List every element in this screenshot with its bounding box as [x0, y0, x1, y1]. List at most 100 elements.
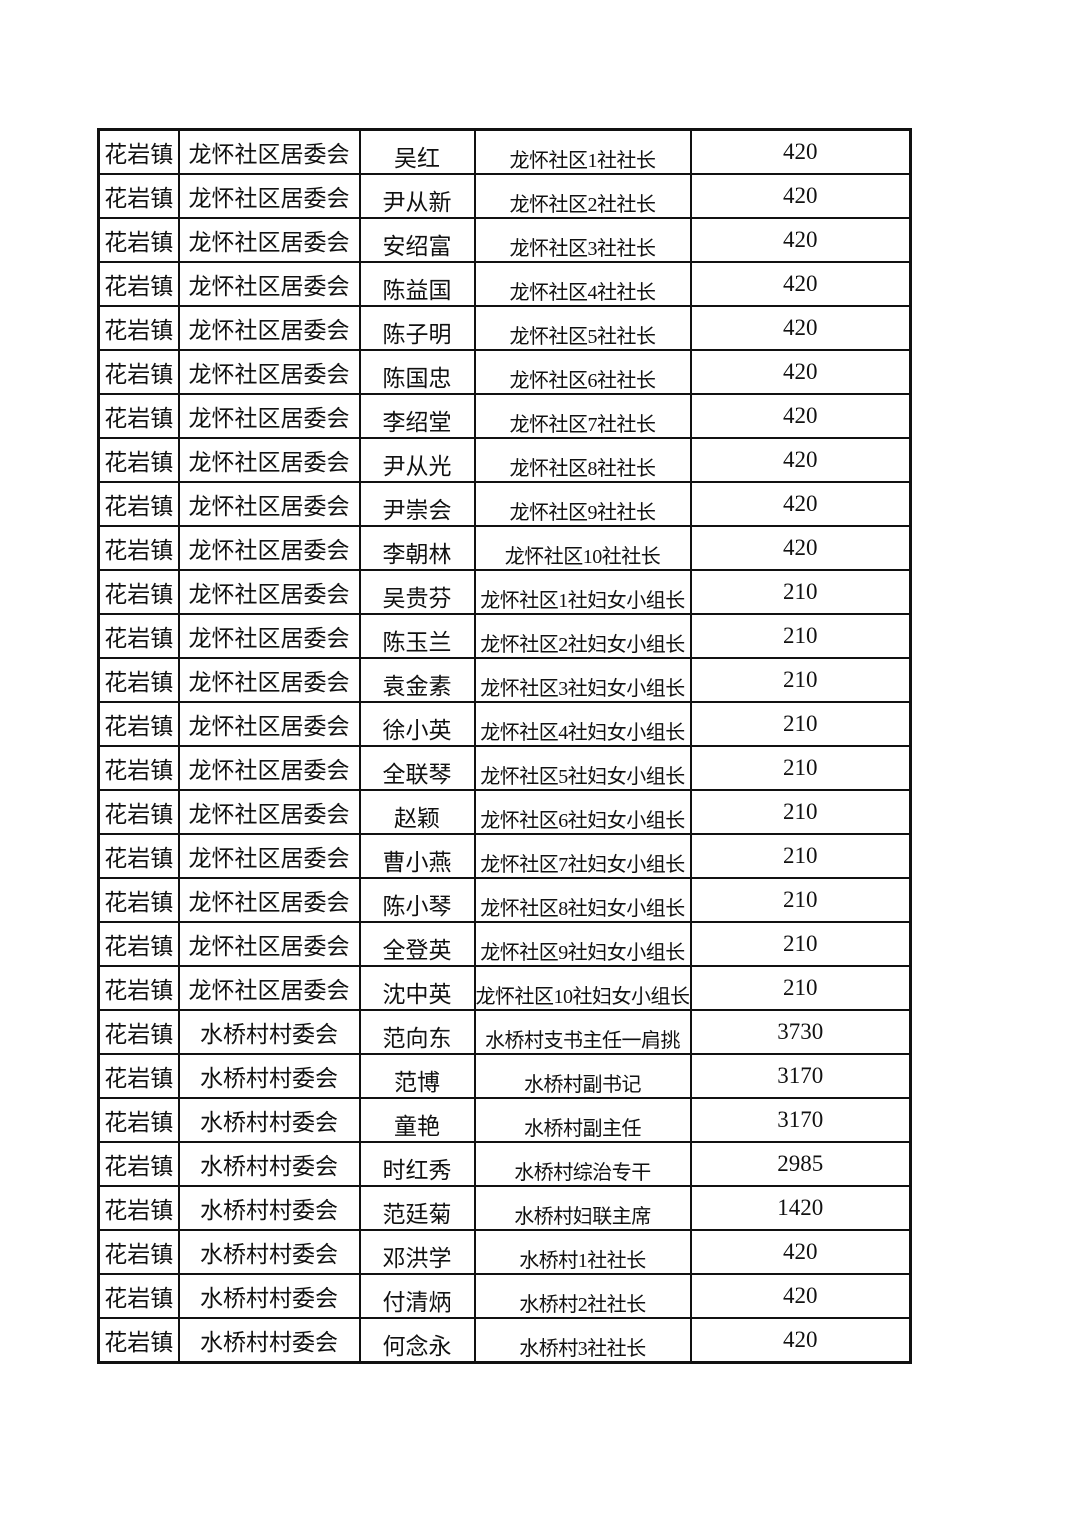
cell-amount: 420: [689, 393, 912, 439]
cell-organization: 水桥村村委会: [177, 1229, 361, 1275]
cell-town: 花岩镇: [97, 305, 180, 351]
cell-organization: 水桥村村委会: [177, 1009, 361, 1055]
cell-amount: 210: [689, 569, 912, 615]
cell-organization: 龙怀社区居委会: [177, 393, 361, 439]
cell-position: 龙怀社区2社妇女小组长: [473, 613, 692, 659]
cell-position: 龙怀社区5社妇女小组长: [473, 745, 692, 791]
cell-town: 花岩镇: [97, 613, 180, 659]
cell-amount: 420: [689, 1273, 912, 1319]
cell-organization: 龙怀社区居委会: [177, 833, 361, 879]
cell-person-name: 袁金素: [358, 657, 476, 703]
cell-amount: 210: [689, 701, 912, 747]
cell-town: 花岩镇: [97, 877, 180, 923]
table-row: 花岩镇 龙怀社区居委会 陈益国 龙怀社区4社社长 420: [97, 261, 912, 307]
cell-position: 龙怀社区6社社长: [473, 349, 692, 395]
cell-position: 水桥村支书主任一肩挑: [473, 1009, 692, 1055]
cell-town: 花岩镇: [97, 1317, 180, 1364]
cell-amount: 1420: [689, 1185, 912, 1231]
cell-position: 龙怀社区7社妇女小组长: [473, 833, 692, 879]
salary-table-body: 花岩镇 龙怀社区居委会 吴红 龙怀社区1社社长 420 花岩镇 龙怀社区居委会 尹从新 龙怀社区…: [97, 128, 912, 1364]
table-row: 花岩镇 龙怀社区居委会 尹从新 龙怀社区2社社长 420: [97, 173, 912, 219]
cell-amount: 210: [689, 657, 912, 703]
cell-person-name: 陈子明: [358, 305, 476, 351]
table-row: 花岩镇 龙怀社区居委会 陈国忠 龙怀社区6社社长 420: [97, 349, 912, 395]
cell-position: 龙怀社区6社妇女小组长: [473, 789, 692, 835]
cell-amount: 420: [689, 217, 912, 263]
table-row: 花岩镇 龙怀社区居委会 安绍富 龙怀社区3社社长 420: [97, 217, 912, 263]
table-row: 花岩镇 水桥村村委会 范廷菊 水桥村妇联主席 1420: [97, 1185, 912, 1231]
cell-person-name: 尹崇会: [358, 481, 476, 527]
cell-organization: 龙怀社区居委会: [177, 613, 361, 659]
cell-organization: 龙怀社区居委会: [177, 921, 361, 967]
cell-person-name: 陈国忠: [358, 349, 476, 395]
cell-position: 水桥村1社社长: [473, 1229, 692, 1275]
cell-person-name: 陈玉兰: [358, 613, 476, 659]
table-row: 花岩镇 水桥村村委会 范博 水桥村副书记 3170: [97, 1053, 912, 1099]
cell-town: 花岩镇: [97, 261, 180, 307]
cell-person-name: 沈中英: [358, 965, 476, 1011]
cell-organization: 水桥村村委会: [177, 1317, 361, 1364]
cell-amount: 420: [689, 437, 912, 483]
table-row: 花岩镇 龙怀社区居委会 尹崇会 龙怀社区9社社长 420: [97, 481, 912, 527]
cell-person-name: 全登英: [358, 921, 476, 967]
cell-person-name: 范向东: [358, 1009, 476, 1055]
cell-town: 花岩镇: [97, 1273, 180, 1319]
cell-organization: 龙怀社区居委会: [177, 261, 361, 307]
cell-organization: 水桥村村委会: [177, 1097, 361, 1143]
cell-position: 龙怀社区3社社长: [473, 217, 692, 263]
cell-position: 龙怀社区10社社长: [473, 525, 692, 571]
cell-amount: 210: [689, 877, 912, 923]
cell-person-name: 范廷菊: [358, 1185, 476, 1231]
cell-position: 龙怀社区5社社长: [473, 305, 692, 351]
table-row: 花岩镇 水桥村村委会 童艳 水桥村副主任 3170: [97, 1097, 912, 1143]
cell-town: 花岩镇: [97, 1229, 180, 1275]
cell-town: 花岩镇: [97, 833, 180, 879]
cell-town: 花岩镇: [97, 437, 180, 483]
table-row: 花岩镇 龙怀社区居委会 曹小燕 龙怀社区7社妇女小组长 210: [97, 833, 912, 879]
cell-town: 花岩镇: [97, 701, 180, 747]
cell-town: 花岩镇: [97, 1053, 180, 1099]
cell-amount: 3730: [689, 1009, 912, 1055]
table-row: 花岩镇 龙怀社区居委会 吴贵芬 龙怀社区1社妇女小组长 210: [97, 569, 912, 615]
cell-person-name: 吴贵芬: [358, 569, 476, 615]
cell-town: 花岩镇: [97, 525, 180, 571]
table-row: 花岩镇 水桥村村委会 邓洪学 水桥村1社社长 420: [97, 1229, 912, 1275]
cell-amount: 210: [689, 613, 912, 659]
cell-organization: 龙怀社区居委会: [177, 877, 361, 923]
cell-organization: 龙怀社区居委会: [177, 305, 361, 351]
cell-position: 龙怀社区1社社长: [473, 128, 692, 175]
cell-person-name: 范博: [358, 1053, 476, 1099]
cell-person-name: 陈小琴: [358, 877, 476, 923]
table-row: 花岩镇 龙怀社区居委会 陈小琴 龙怀社区8社妇女小组长 210: [97, 877, 912, 923]
table-row: 花岩镇 龙怀社区居委会 徐小英 龙怀社区4社妇女小组长 210: [97, 701, 912, 747]
cell-amount: 420: [689, 1317, 912, 1364]
cell-position: 水桥村副书记: [473, 1053, 692, 1099]
table-row: 花岩镇 龙怀社区居委会 李绍堂 龙怀社区7社社长 420: [97, 393, 912, 439]
cell-position: 龙怀社区7社社长: [473, 393, 692, 439]
cell-position: 水桥村3社社长: [473, 1317, 692, 1364]
cell-town: 花岩镇: [97, 657, 180, 703]
cell-organization: 龙怀社区居委会: [177, 745, 361, 791]
cell-amount: 210: [689, 833, 912, 879]
cell-town: 花岩镇: [97, 789, 180, 835]
cell-amount: 420: [689, 349, 912, 395]
cell-town: 花岩镇: [97, 393, 180, 439]
cell-organization: 水桥村村委会: [177, 1273, 361, 1319]
cell-amount: 3170: [689, 1053, 912, 1099]
cell-organization: 龙怀社区居委会: [177, 128, 361, 175]
cell-town: 花岩镇: [97, 569, 180, 615]
cell-organization: 龙怀社区居委会: [177, 437, 361, 483]
table-row: 花岩镇 龙怀社区居委会 吴红 龙怀社区1社社长 420: [97, 128, 912, 175]
cell-town: 花岩镇: [97, 965, 180, 1011]
cell-person-name: 赵颖: [358, 789, 476, 835]
cell-organization: 龙怀社区居委会: [177, 481, 361, 527]
cell-town: 花岩镇: [97, 128, 180, 175]
cell-organization: 龙怀社区居委会: [177, 349, 361, 395]
cell-organization: 龙怀社区居委会: [177, 569, 361, 615]
cell-organization: 水桥村村委会: [177, 1185, 361, 1231]
cell-town: 花岩镇: [97, 1185, 180, 1231]
cell-position: 龙怀社区3社妇女小组长: [473, 657, 692, 703]
cell-position: 龙怀社区9社妇女小组长: [473, 921, 692, 967]
cell-person-name: 李朝林: [358, 525, 476, 571]
